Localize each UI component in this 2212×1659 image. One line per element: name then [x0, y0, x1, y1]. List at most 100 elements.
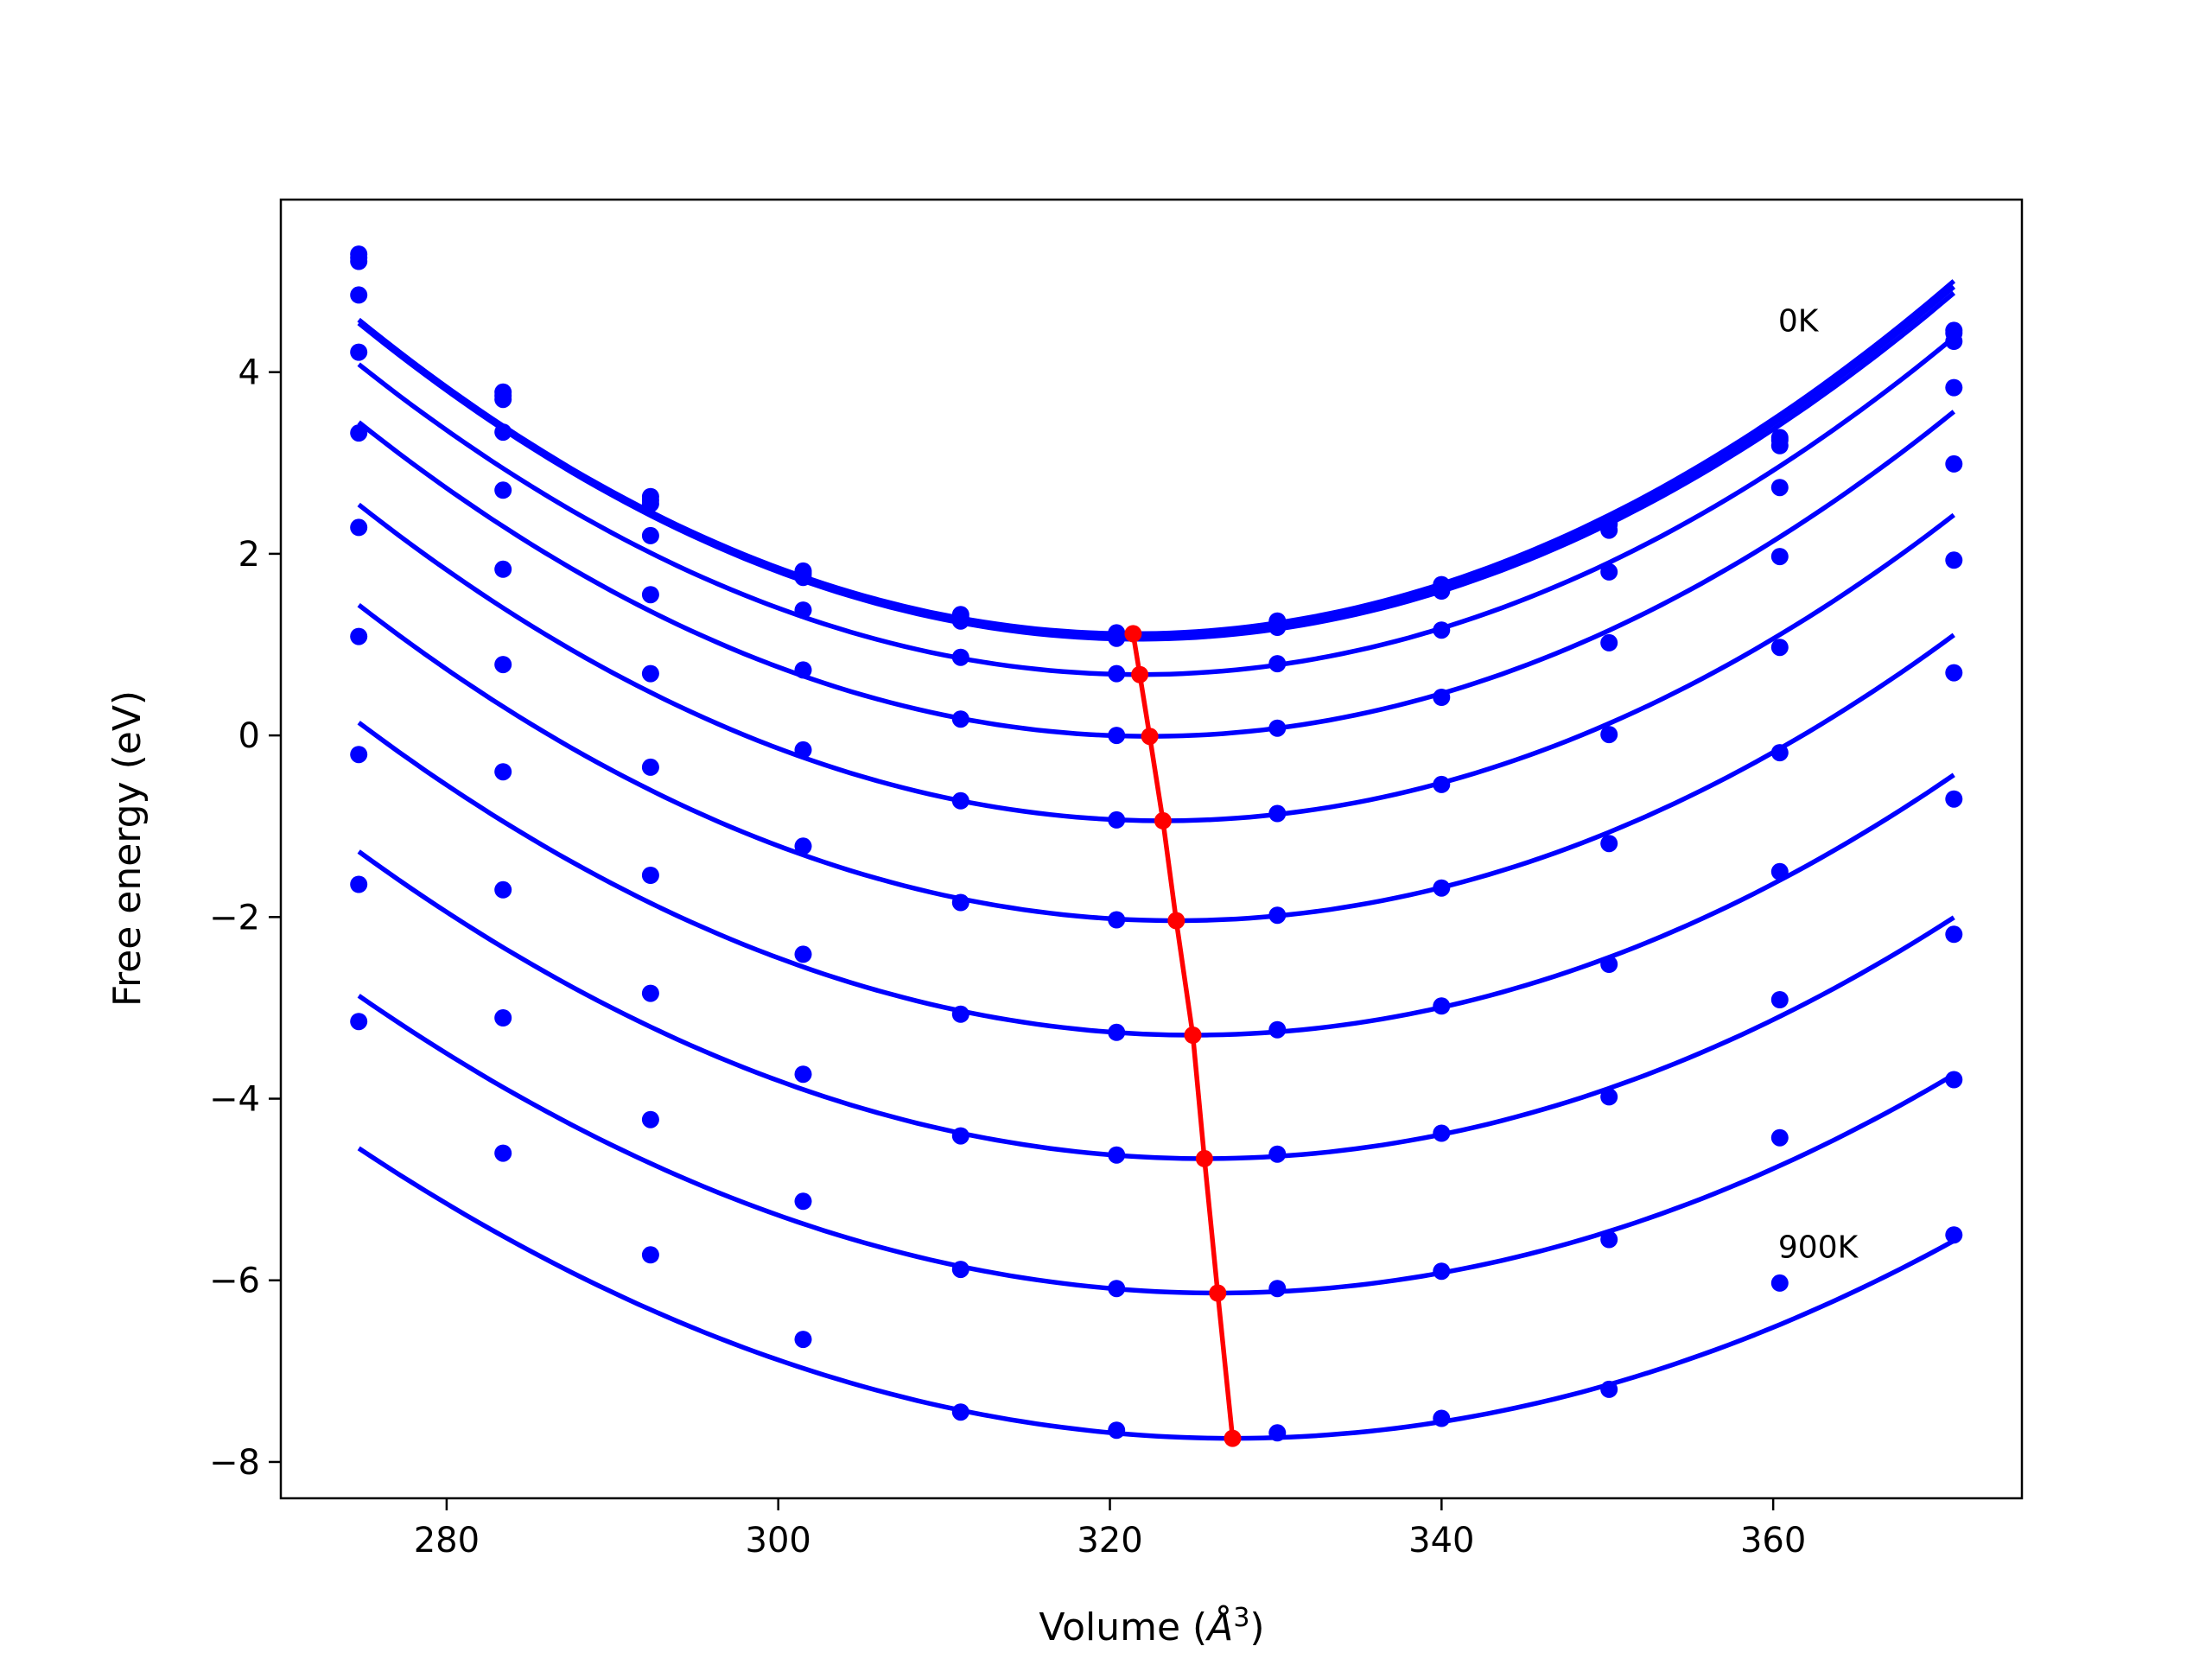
annotation-label: 900K [1778, 1230, 1859, 1265]
annotations: 0K 900K [1778, 303, 1859, 1265]
data-point [1433, 997, 1451, 1015]
data-points [350, 245, 1963, 1442]
data-point [641, 664, 659, 683]
minimum-line [1124, 625, 1242, 1447]
data-point [1433, 1124, 1451, 1142]
data-point [350, 1013, 368, 1031]
y-tick-label: −4 [209, 1080, 260, 1120]
data-point [1770, 1128, 1789, 1147]
data-point [794, 569, 812, 587]
data-point [1770, 744, 1789, 762]
data-point [951, 1261, 969, 1279]
data-point [1945, 664, 1963, 682]
data-point [494, 481, 512, 499]
data-point [494, 1009, 512, 1027]
data-point [951, 1127, 969, 1145]
data-point [1268, 1280, 1287, 1298]
data-point [1945, 1226, 1963, 1244]
data-point [1108, 1280, 1126, 1298]
data-point [494, 880, 512, 899]
data-point [641, 867, 659, 884]
data-point [951, 893, 969, 912]
data-point [1268, 906, 1287, 925]
data-point [1108, 629, 1126, 647]
y-axis-ticks: −8 −6 −4 −2 0 2 4 [209, 353, 281, 1483]
data-point [1268, 719, 1287, 737]
data-point [1433, 689, 1451, 706]
data-point [1945, 790, 1963, 808]
data-point [794, 741, 812, 759]
data-point [641, 495, 659, 513]
x-tick-label: 340 [1408, 1521, 1474, 1560]
minimum-point [1124, 625, 1142, 643]
data-point [794, 1192, 812, 1211]
data-point [1108, 1421, 1126, 1440]
data-point [1945, 551, 1963, 569]
x-axis-label-suffix: ) [1249, 1605, 1264, 1649]
data-point [494, 423, 512, 442]
data-point [641, 1246, 659, 1264]
data-point [494, 763, 512, 781]
data-point [951, 612, 969, 630]
data-point [1770, 1274, 1789, 1292]
data-point [1600, 726, 1618, 744]
data-point [1600, 521, 1618, 539]
data-point [1433, 1409, 1451, 1427]
data-point [641, 758, 659, 776]
data-point [350, 343, 368, 361]
data-point [951, 791, 969, 810]
data-point [1433, 775, 1451, 793]
data-point [1770, 548, 1789, 566]
data-point [494, 1144, 512, 1162]
data-point [794, 837, 812, 855]
data-point [350, 518, 368, 537]
x-axis-label-symbol: Å [1205, 1604, 1233, 1649]
data-point [1108, 911, 1126, 929]
data-point [494, 656, 512, 674]
y-tick-label: −8 [209, 1443, 260, 1483]
data-point [1268, 1424, 1287, 1442]
plot-frame [279, 198, 2024, 1500]
x-tick-label: 280 [414, 1521, 480, 1560]
data-point [494, 391, 512, 409]
data-point [1600, 563, 1618, 581]
data-point [1108, 664, 1126, 683]
data-point [1108, 810, 1126, 829]
data-point [1433, 879, 1451, 897]
data-point [1770, 862, 1789, 880]
data-point [350, 424, 368, 442]
data-point [794, 661, 812, 679]
y-tick-label: −2 [209, 898, 260, 938]
data-point [951, 710, 969, 728]
minimum-point [1167, 912, 1185, 930]
minimum-point [1154, 811, 1172, 830]
data-point [1268, 619, 1287, 636]
minimum-point [1131, 665, 1149, 683]
data-point [350, 875, 368, 893]
minimum-point [1141, 728, 1159, 746]
data-point [1268, 1145, 1287, 1163]
data-point [350, 627, 368, 645]
data-point [1600, 1380, 1618, 1398]
x-axis-label-superscript: 3 [1233, 1603, 1249, 1633]
data-point [794, 1331, 812, 1349]
data-point [350, 286, 368, 304]
data-point [1108, 1023, 1126, 1041]
y-tick-label: 2 [238, 535, 260, 575]
x-tick-label: 360 [1740, 1521, 1806, 1560]
x-axis-label: Volume (Å3) [1039, 1603, 1264, 1649]
data-point [350, 252, 368, 270]
data-point [794, 945, 812, 963]
y-axis-label: Free energy (eV) [105, 690, 149, 1007]
x-tick-label: 320 [1077, 1521, 1142, 1560]
data-point [1770, 479, 1789, 497]
data-point [1945, 333, 1963, 350]
data-point [1433, 1262, 1451, 1281]
data-point [1770, 436, 1789, 454]
y-tick-label: −6 [209, 1262, 260, 1301]
y-tick-label: 4 [238, 353, 260, 393]
data-point [1433, 582, 1451, 600]
data-point [1945, 378, 1963, 397]
data-point [1108, 1146, 1126, 1164]
